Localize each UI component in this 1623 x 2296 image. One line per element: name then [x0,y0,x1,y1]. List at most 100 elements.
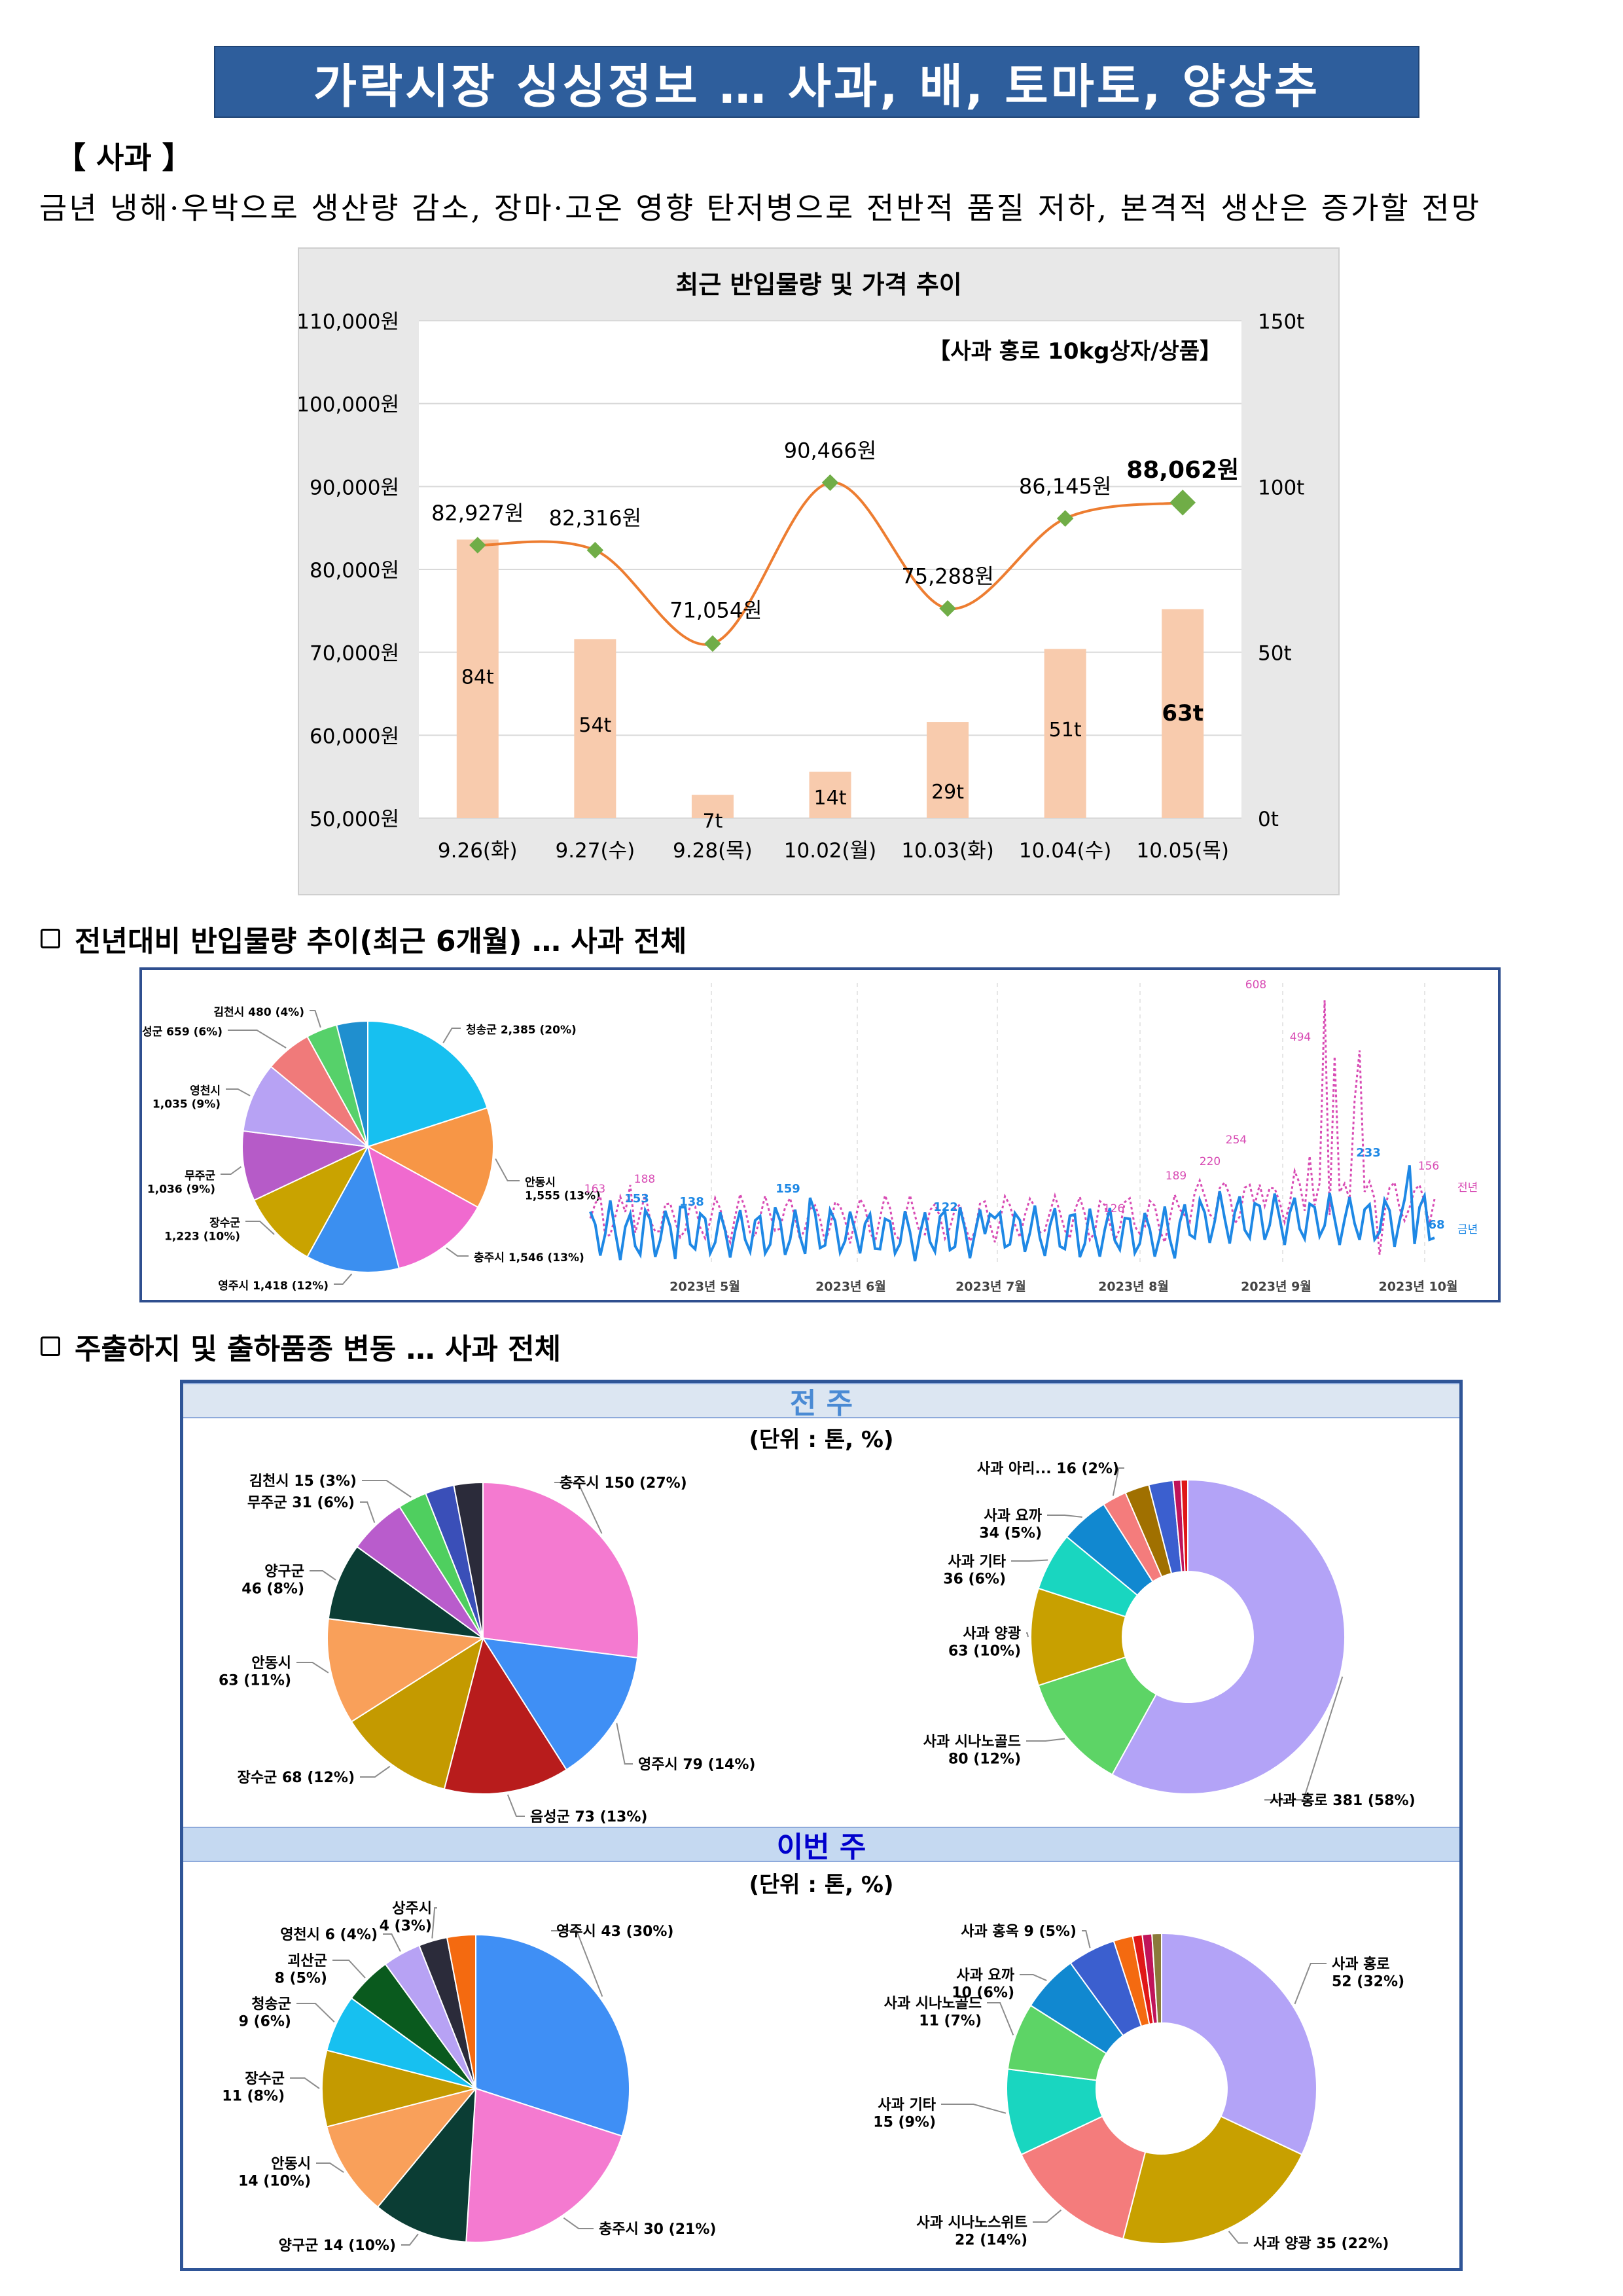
bar [927,722,969,818]
prev-origin-label-leader [554,1482,603,1534]
origin6m-slice [242,1066,370,1148]
chart-subtitle: 【사과 홍로 10kg상자/상품】 [928,338,1222,365]
prev-origin-label: 김천시 15 (3%) [249,1473,357,1490]
curr-variety-label-leader [1294,1963,1327,2005]
curr-origin-label: 14 (10%) [238,2173,311,2189]
origin6m-label-leader [245,1221,275,1235]
prev-origin-label: 영주시 79 (14%) [638,1757,755,1773]
curr-annotation: 153 [624,1192,649,1206]
bar [1162,609,1204,818]
curr-origin-label-leader [332,1960,366,1979]
curr-origin-label: 4 (3%) [380,1918,432,1934]
curr-origin-label: 괴산군 [287,1953,327,1969]
prev-origin-slice [482,1637,639,1771]
prev-annotation: 220 [1200,1155,1221,1168]
curr-origin-label: 영천시 6 (4%) [280,1927,378,1943]
prev-variety-label: 63 (10%) [948,1643,1021,1659]
bar-label: 14t [814,787,847,810]
curr-origin-label: 11 (8%) [222,2088,285,2104]
legend-curr: 금년 [1457,1223,1478,1236]
origin6m-label: 영천시 [190,1085,221,1098]
curr-annotation: 138 [679,1195,704,1209]
heading-volume-trend-text: 전년대비 반입물량 추이(최근 6개월) … 사과 전체 [75,925,687,958]
prev-variety-label-leader [1112,1467,1124,1496]
curr-variety-slice [1161,1932,1317,2156]
prev-annotation: 608 [1245,978,1266,992]
curr-variety-label: 사과 기타 [878,2097,936,2113]
origin6m-slice [336,1020,368,1147]
y-tick-left: 70,000원 [310,642,399,666]
prev-origin-label-leader [360,1765,391,1778]
prev-origin-label: 양구군 [264,1564,304,1580]
curr-variety-label: 15 (9%) [873,2114,936,2130]
prev-annotation: 188 [634,1173,655,1186]
curr-variety-slice [1122,2115,1303,2244]
month-label: 2023년 10월 [1379,1280,1458,1294]
curr-origin-slice [465,2087,623,2243]
y-tick-right: 100t [1258,476,1304,499]
curr-origin-label-leader [316,2162,344,2173]
bar-label: 29t [931,781,964,804]
x-tick: 10.04(수) [1019,839,1111,863]
band-this-week: 이번 주 [183,1827,1459,1864]
prev-annotation: 126 [1103,1202,1124,1215]
prev-origin-slice [327,1618,485,1723]
curr-variety-slice [1151,1932,1162,2024]
origin6m-slice [306,1145,400,1273]
y-tick-left: 60,000원 [310,725,399,748]
origin6m-label: 1,035 (9%) [152,1098,221,1111]
curr-variety-label: 22 (14%) [955,2232,1027,2248]
origin6m-label: 영주시 1,418 (12%) [218,1280,329,1293]
origin6m-slice [253,1145,370,1258]
origin-variety-charts: (단위 : 톤, %) (단위 : 톤, %) 충주시 150 (27%) 영주시 7… [219,1427,1416,2254]
prev-origin-label-leader [360,1501,376,1523]
bar [691,795,734,818]
prev-variety-slice [1180,1479,1188,1573]
price-label: 90,466원 [784,438,876,463]
y-tick-left: 50,000원 [310,808,399,831]
prev-variety-label: 사과 양광 [963,1626,1021,1642]
origin6m-label: 김천시 480 (4%) [213,1006,304,1019]
curr-annotation: 159 [776,1182,800,1196]
unit-label-prev: (단위 : 톤, %) [749,1427,893,1453]
page-title: 가락시장 싱싱정보 … 사과, 배, 토마토, 양상추 [214,46,1419,118]
curr-variety-label: 사과 요까 [956,1967,1014,1984]
curr-origin-slice [475,1933,630,2137]
origin6m-label-leader [446,1247,469,1257]
origin6m-slice [367,1020,488,1148]
prev-origin-label-leader [507,1794,525,1817]
origin6m-label-leader [226,1088,251,1097]
this-year-line [589,1165,1435,1262]
prev-variety-slice [1111,1479,1346,1795]
prev-variety-label: 사과 아리... 16 (2%) [977,1461,1119,1477]
prev-variety-label: 사과 요까 [984,1508,1042,1524]
legend-prev: 전년 [1457,1181,1478,1194]
bar [456,539,499,818]
bar [809,772,851,818]
y-tick-left: 100,000원 [299,393,399,417]
heading-origin-variety: 주출하지 및 출하품종 변동 … 사과 전체 [41,1325,561,1367]
prev-annotation: 494 [1290,1031,1311,1044]
price-label: 75,288원 [901,564,993,589]
curr-origin-slice [446,1933,476,2089]
curr-variety-label-leader [987,2002,1014,2036]
prev-origin-label: 무주군 31 (6%) [247,1495,355,1511]
curr-annotation: 68 [1428,1218,1444,1232]
prev-origin-slice [327,1545,484,1639]
y-tick-right: 0t [1258,808,1279,831]
month-label: 2023년 7월 [955,1280,1026,1294]
curr-origin-label: 양구군 14 (10%) [279,2238,396,2254]
prev-annotation: 189 [1166,1170,1186,1183]
curr-annotation: 122 [933,1200,958,1214]
origin6m-label: 청송군 2,385 (20%) [466,1023,577,1037]
prev-variety-label-leader [1026,1632,1029,1638]
prev-origin-slice [350,1636,484,1790]
origin6m-label-leader [495,1158,520,1181]
y-tick-left: 110,000원 [299,310,399,334]
curr-variety-label-leader [1020,1974,1047,1981]
prev-origin-label-leader [310,1570,336,1581]
prev-annotation: 254 [1226,1134,1247,1147]
curr-variety-label-leader [1033,2209,1062,2223]
prev-origin-label: 63 (11%) [219,1672,291,1689]
curr-variety-label: 사과 시나노골드 [884,1996,982,2012]
